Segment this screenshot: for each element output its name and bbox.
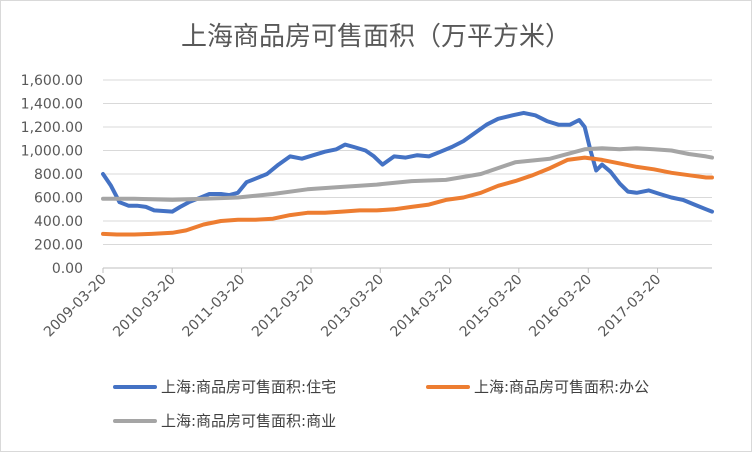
y-tick-label: 1,400.00: [21, 97, 83, 113]
y-tick-labels: 0.00 200.00 400.00 600.00 800.00 1,000.00 1,20…: [21, 73, 83, 277]
series-line: [101, 146, 714, 202]
legend-label: 上海:商品房可售面积:办公: [474, 378, 649, 396]
legend-label: 上海:商品房可售面积:住宅: [161, 378, 336, 396]
y-tick-label: 1,600.00: [21, 73, 83, 89]
legend-label: 上海:商品房可售面积:商业: [161, 412, 336, 430]
series-line: [101, 155, 714, 237]
y-tick-label: 0.00: [52, 261, 83, 277]
gridlines: [103, 79, 712, 245]
y-tick-label: 1,000.00: [21, 144, 83, 160]
axes: [102, 267, 712, 273]
series-line: [101, 110, 714, 214]
y-tick-label: 600.00: [34, 191, 83, 207]
y-tick-label: 400.00: [34, 214, 83, 230]
series-lines: [101, 110, 714, 237]
y-tick-label: 200.00: [34, 238, 83, 254]
y-tick-label: 1,200.00: [21, 120, 83, 136]
chart-title: 上海商品房可售面积（万平方米）: [181, 22, 571, 52]
y-tick-label: 800.00: [34, 167, 83, 183]
